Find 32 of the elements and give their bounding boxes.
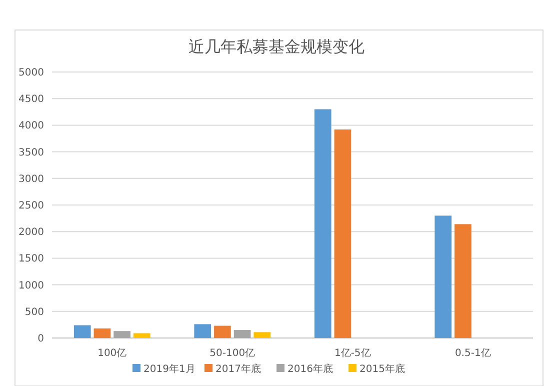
y-tick-label: 1500: [18, 254, 44, 265]
y-tick-label: 3000: [18, 174, 44, 185]
x-tick-label: 0.5-1亿: [454, 348, 491, 359]
bar: [314, 109, 332, 338]
y-tick-label: 3500: [18, 147, 44, 158]
bar: [94, 328, 111, 338]
bar: [234, 330, 251, 338]
x-tick-label: 1亿-5亿: [334, 348, 371, 359]
legend-label: 2017年底: [216, 363, 261, 375]
y-tick-label: 2500: [18, 200, 44, 212]
bar: [74, 325, 91, 338]
bar: [454, 224, 472, 338]
y-tick-label: 0: [38, 334, 44, 344]
x-tick-label: 100亿: [98, 348, 127, 359]
bar: [194, 324, 212, 338]
y-tick-label: 4000: [18, 120, 44, 132]
bar: [254, 332, 271, 338]
y-tick-label: 2000: [18, 227, 44, 238]
legend-label: 2015年底: [360, 363, 405, 375]
y-tick-label: 4500: [18, 94, 44, 106]
bar: [214, 326, 231, 338]
y-tick-label: 500: [24, 306, 44, 318]
x-tick-label: 50-100亿: [210, 348, 256, 359]
bar: [114, 331, 130, 338]
bar: [133, 333, 150, 338]
y-tick-label: 5000: [18, 68, 44, 78]
bar: [334, 129, 352, 338]
chart-title: 近几年私募基金规模变化: [188, 37, 364, 56]
bar: [434, 216, 452, 338]
y-tick-label: 1000: [18, 280, 44, 292]
legend-label: 2016年底: [288, 363, 333, 375]
legend-label: 2019年1月: [144, 363, 196, 375]
